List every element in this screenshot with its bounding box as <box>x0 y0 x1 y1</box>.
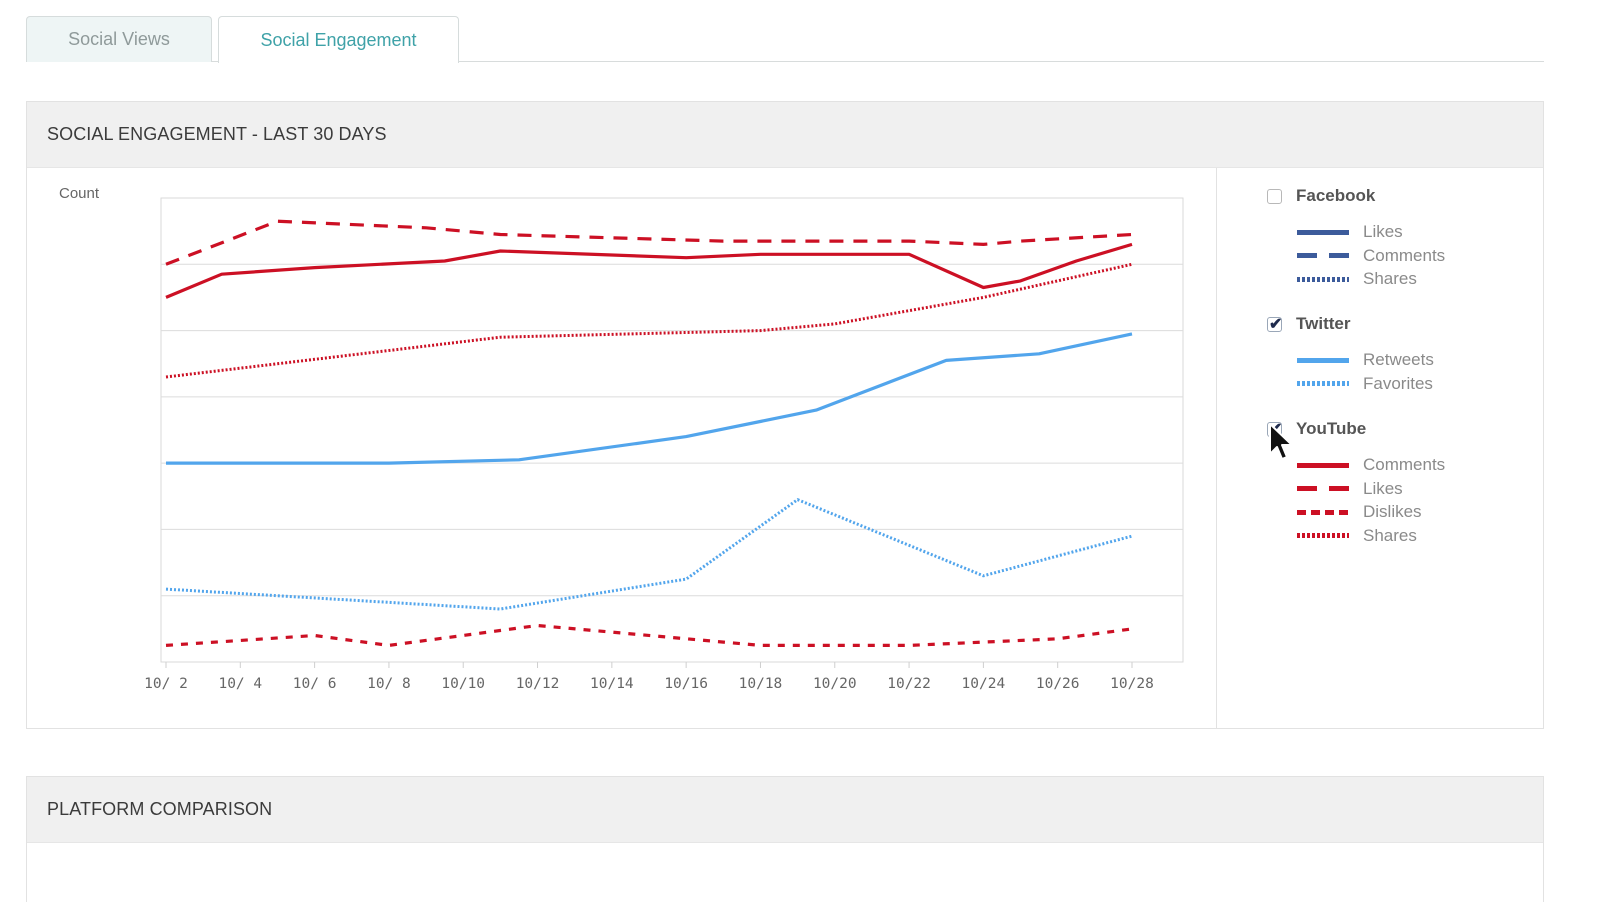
legend-panel: Facebook Likes Comments Shares ✔ Twitter Retwe… <box>1216 168 1544 728</box>
social-engagement-panel: SOCIAL ENGAGEMENT - LAST 30 DAYS Count 1… <box>26 101 1544 729</box>
checkmark-icon: ✔ <box>1269 315 1283 333</box>
x-tick-label: 10/14 <box>590 676 634 692</box>
legend-item-comments: Comments <box>1297 244 1445 268</box>
series-youtube-likes <box>165 219 1133 266</box>
series-twitter-retweets <box>166 332 1133 465</box>
legend-item-label: Shares <box>1363 525 1417 545</box>
x-tick-label: 10/ 6 <box>293 676 337 692</box>
legend-group-label: Facebook <box>1296 186 1376 205</box>
legend-item-favorites: Favorites <box>1297 372 1433 396</box>
facebook-checkbox[interactable] <box>1267 188 1282 204</box>
x-tick-label: 10/16 <box>664 676 708 692</box>
series-youtube-shares <box>165 262 1133 379</box>
line-chart: 10/ 2 10/ 4 10/ 6 10/ 8 10/10 10/12 10/14 10/16… <box>144 197 1184 692</box>
twitter-checkbox[interactable]: ✔ <box>1267 315 1283 333</box>
legend-group-label: YouTube <box>1296 419 1367 438</box>
legend-item-label: Likes <box>1363 478 1403 498</box>
x-tick-label: 10/ 4 <box>218 676 262 692</box>
tab-social-engagement[interactable]: Social Engagement <box>218 16 459 63</box>
legend-swatch <box>1297 276 1349 282</box>
legend-swatch <box>1297 357 1349 363</box>
x-tick-label: 10/24 <box>962 676 1006 692</box>
legend-item-label: Dislikes <box>1363 502 1422 522</box>
legend-group-label: Twitter <box>1296 314 1351 333</box>
panel-title: PLATFORM COMPARISON <box>27 777 1543 843</box>
legend-item-label: Shares <box>1363 269 1417 289</box>
series-twitter-favorites <box>165 498 1133 611</box>
engagement-chart: Count 10/ 2 10/ 4 10/ 6 10/ 8 10/10 10/12 10/1… <box>27 168 1217 728</box>
x-tick-label: 10/20 <box>813 676 857 692</box>
legend-swatch <box>1297 229 1349 235</box>
legend-item-label: Likes <box>1363 222 1403 241</box>
legend-item-label: Comments <box>1363 245 1446 265</box>
legend-item-shares: Shares <box>1297 267 1417 291</box>
x-tick-label: 10/18 <box>739 676 783 692</box>
x-tick-label: 10/28 <box>1110 676 1154 692</box>
legend-item-likes: Likes <box>1297 477 1403 501</box>
legend-item-likes: Likes <box>1297 220 1403 244</box>
legend-swatch <box>1297 486 1349 492</box>
legend-item-label: Comments <box>1363 455 1446 474</box>
legend-item-comments: Comments <box>1297 453 1445 477</box>
platform-comparison-panel: PLATFORM COMPARISON <box>26 776 1544 902</box>
legend-item-dislikes: Dislikes <box>1297 500 1422 524</box>
legend-group-twitter[interactable]: ✔ Twitter <box>1267 314 1350 334</box>
legend-swatch <box>1297 381 1349 387</box>
x-tick-label: 10/10 <box>441 676 485 692</box>
x-tick-label: 10/ 2 <box>144 676 188 692</box>
legend-item-label: Retweets <box>1363 350 1434 369</box>
legend-group-facebook[interactable]: Facebook <box>1267 186 1375 206</box>
legend-swatch <box>1297 533 1349 539</box>
legend-item-retweets: Retweets <box>1297 348 1434 372</box>
legend-swatch <box>1297 462 1349 468</box>
plot-frame <box>160 197 1184 663</box>
series-youtube-comments <box>165 242 1133 299</box>
y-axis-title: Count <box>59 185 100 202</box>
x-tick-label: 10/26 <box>1036 676 1080 692</box>
legend-swatch <box>1297 509 1349 515</box>
x-tick-label: 10/ 8 <box>367 676 411 692</box>
legend-item-shares: Shares <box>1297 524 1417 548</box>
panel-title: SOCIAL ENGAGEMENT - LAST 30 DAYS <box>27 102 1543 168</box>
tab-bar: Social Views Social Engagement <box>26 16 1544 63</box>
mouse-cursor-icon <box>1269 423 1293 460</box>
legend-swatch <box>1297 253 1349 259</box>
legend-item-label: Favorites <box>1363 373 1433 393</box>
x-tick-label: 10/22 <box>887 676 931 692</box>
x-tick-label: 10/12 <box>516 676 560 692</box>
tab-social-views[interactable]: Social Views <box>26 16 212 62</box>
series-youtube-dislikes <box>165 623 1133 647</box>
